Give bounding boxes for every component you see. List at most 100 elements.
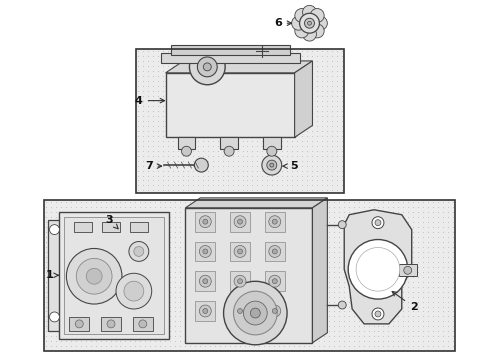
- Bar: [263, 137, 281, 149]
- Circle shape: [238, 279, 243, 284]
- Circle shape: [375, 220, 381, 226]
- Circle shape: [262, 155, 282, 175]
- Circle shape: [234, 291, 277, 335]
- Polygon shape: [344, 210, 412, 324]
- Bar: [101, 317, 121, 331]
- Circle shape: [139, 320, 147, 328]
- Circle shape: [238, 249, 243, 254]
- Circle shape: [86, 268, 102, 284]
- Circle shape: [269, 275, 281, 287]
- Circle shape: [269, 305, 281, 317]
- Text: 1: 1: [46, 270, 59, 280]
- Circle shape: [76, 258, 112, 294]
- Bar: [130, 222, 148, 231]
- Bar: [265, 271, 285, 291]
- Circle shape: [223, 281, 287, 345]
- Circle shape: [338, 301, 346, 309]
- Circle shape: [372, 308, 384, 320]
- Circle shape: [238, 219, 243, 224]
- Circle shape: [224, 146, 234, 156]
- Circle shape: [181, 146, 192, 156]
- Circle shape: [292, 16, 306, 30]
- Circle shape: [356, 247, 400, 291]
- Circle shape: [404, 266, 412, 274]
- Circle shape: [124, 281, 144, 301]
- Bar: [196, 271, 215, 291]
- Circle shape: [302, 5, 317, 19]
- Circle shape: [203, 279, 208, 284]
- Circle shape: [314, 16, 327, 30]
- Circle shape: [272, 309, 277, 314]
- Circle shape: [302, 27, 317, 41]
- Circle shape: [250, 308, 260, 318]
- Bar: [230, 271, 250, 291]
- Circle shape: [269, 216, 281, 228]
- Bar: [220, 137, 238, 149]
- Text: 2: 2: [392, 292, 417, 312]
- Circle shape: [238, 309, 243, 314]
- Circle shape: [305, 18, 315, 28]
- Bar: [196, 212, 215, 231]
- Bar: [177, 137, 196, 149]
- Circle shape: [272, 219, 277, 224]
- Bar: [265, 212, 285, 231]
- Circle shape: [195, 158, 208, 172]
- Circle shape: [308, 21, 312, 25]
- Bar: [399, 264, 416, 276]
- Circle shape: [244, 301, 267, 325]
- Bar: [230, 212, 250, 231]
- Bar: [44, 200, 455, 351]
- Bar: [185, 208, 313, 343]
- Circle shape: [234, 216, 246, 228]
- Circle shape: [299, 13, 319, 33]
- Circle shape: [295, 24, 309, 38]
- Bar: [230, 242, 250, 261]
- Circle shape: [199, 305, 211, 317]
- Polygon shape: [185, 198, 327, 208]
- Circle shape: [267, 160, 277, 170]
- Bar: [166, 73, 294, 137]
- Circle shape: [272, 279, 277, 284]
- Circle shape: [269, 246, 281, 257]
- Bar: [161, 53, 299, 63]
- Bar: [136, 49, 344, 193]
- Bar: [64, 217, 164, 334]
- Circle shape: [203, 219, 208, 224]
- Text: 6: 6: [274, 18, 292, 28]
- Circle shape: [234, 246, 246, 257]
- Polygon shape: [313, 198, 327, 343]
- Circle shape: [310, 24, 324, 38]
- Circle shape: [116, 273, 152, 309]
- Circle shape: [234, 275, 246, 287]
- Circle shape: [49, 225, 59, 235]
- Text: 3: 3: [105, 215, 118, 229]
- Circle shape: [270, 163, 274, 167]
- Circle shape: [372, 217, 384, 229]
- Bar: [133, 317, 153, 331]
- Circle shape: [375, 311, 381, 317]
- Circle shape: [49, 312, 59, 322]
- Bar: [196, 242, 215, 261]
- Bar: [102, 222, 120, 231]
- Polygon shape: [294, 61, 313, 137]
- Bar: [74, 222, 92, 231]
- Circle shape: [134, 247, 144, 256]
- Text: 5: 5: [283, 161, 297, 171]
- Circle shape: [197, 57, 217, 77]
- Circle shape: [338, 221, 346, 229]
- Circle shape: [348, 239, 408, 299]
- Circle shape: [272, 249, 277, 254]
- Circle shape: [203, 63, 211, 71]
- Bar: [44, 200, 455, 351]
- Text: 7: 7: [145, 161, 162, 171]
- Circle shape: [267, 146, 277, 156]
- Bar: [171, 45, 290, 55]
- Circle shape: [66, 248, 122, 304]
- Circle shape: [234, 305, 246, 317]
- Circle shape: [75, 320, 83, 328]
- Bar: [196, 301, 215, 321]
- Bar: [265, 301, 285, 321]
- Circle shape: [295, 9, 309, 22]
- Circle shape: [199, 275, 211, 287]
- Bar: [48, 220, 61, 331]
